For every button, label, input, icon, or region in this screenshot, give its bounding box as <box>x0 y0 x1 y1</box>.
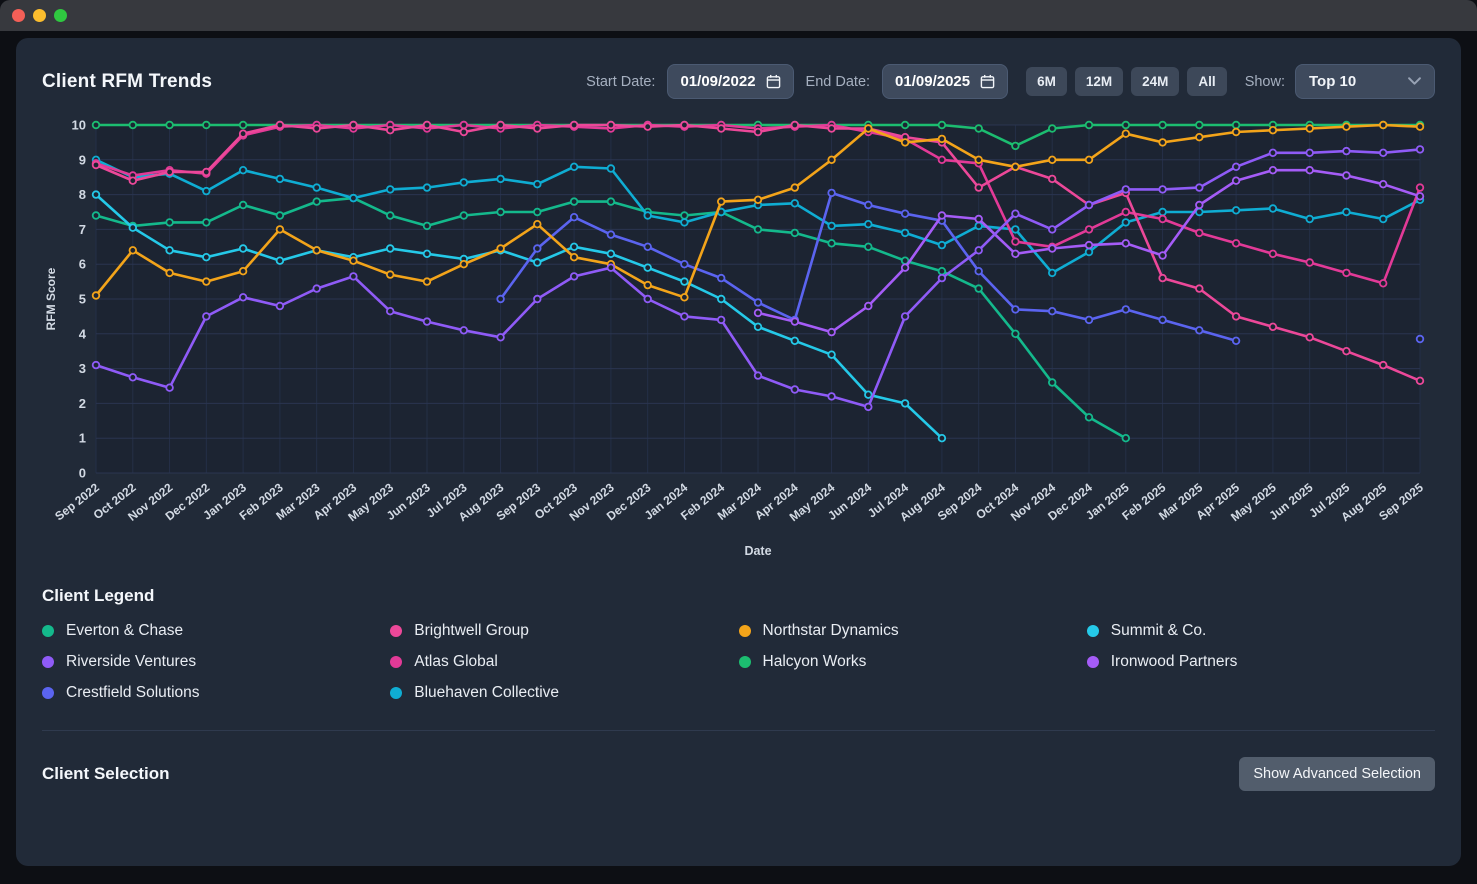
chevron-down-icon <box>1408 73 1421 90</box>
range-button-6m[interactable]: 6M <box>1026 67 1067 96</box>
end-date-label: End Date: <box>805 73 871 90</box>
minimize-button[interactable] <box>33 9 46 22</box>
legend-color-dot <box>42 656 54 668</box>
svg-text:7: 7 <box>79 222 86 237</box>
legend-label: Everton & Chase <box>66 622 184 639</box>
legend-color-dot <box>1086 625 1099 637</box>
svg-text:1: 1 <box>79 431 86 446</box>
header-controls: Start Date: 01/09/2022 End Date: 01/09/2… <box>586 64 1435 99</box>
start-date-input[interactable]: 01/09/2022 <box>667 64 794 99</box>
main-panel: Client RFM Trends Start Date: 01/09/2022… <box>16 38 1461 866</box>
range-button-24m[interactable]: 24M <box>1131 67 1180 96</box>
svg-text:8: 8 <box>79 187 86 202</box>
legend-label: Ironwood Partners <box>1110 653 1238 670</box>
legend-item: Riverside Ventures <box>42 653 390 671</box>
traffic-lights <box>12 9 67 22</box>
legend-color-dot <box>42 625 54 637</box>
legend-item: Ironwood Partners <box>1086 653 1435 671</box>
legend-label: Summit & Co. <box>1110 622 1207 639</box>
legend-item: Summit & Co. <box>1086 622 1435 640</box>
svg-text:RFM Score: RFM Score <box>44 267 58 330</box>
legend-title: Client Legend <box>42 586 155 605</box>
legend-label: Halcyon Works <box>762 653 867 670</box>
svg-text:5: 5 <box>79 292 86 307</box>
svg-text:Date: Date <box>744 544 771 558</box>
show-control: Show: Top 10 <box>1245 64 1435 99</box>
legend-color-dot <box>42 687 54 699</box>
show-select[interactable]: Top 10 <box>1295 64 1435 99</box>
legend-label: Crestfield Solutions <box>66 684 200 701</box>
legend-color-dot <box>738 625 751 637</box>
svg-text:0: 0 <box>79 466 86 481</box>
legend-label: Northstar Dynamics <box>762 622 899 639</box>
close-button[interactable] <box>12 9 25 22</box>
client-selection-section: Client Selection Show Advanced Selection <box>42 757 1435 791</box>
legend-item: Brightwell Group <box>390 622 738 640</box>
legend-item: Everton & Chase <box>42 622 390 640</box>
legend-label: Brightwell Group <box>414 622 529 639</box>
legend-item: Halcyon Works <box>738 653 1087 671</box>
legend-color-dot <box>390 687 403 699</box>
chart-area: 0 1 2 3 4 5 6 7 8 9 10 Sep 2022 Oct 2022 Nov 2022 Dec … <box>42 115 1435 572</box>
legend-label: Riverside Ventures <box>66 653 197 670</box>
legend-item: Crestfield Solutions <box>42 684 390 702</box>
legend-label: Atlas Global <box>414 653 498 670</box>
zoom-button[interactable] <box>54 9 67 22</box>
start-date-value: 01/09/2022 <box>680 73 756 90</box>
legend-item: Northstar Dynamics <box>738 622 1087 640</box>
show-select-value: Top 10 <box>1309 73 1357 90</box>
section-divider <box>42 730 1435 731</box>
selection-title: Client Selection <box>42 764 170 783</box>
svg-text:9: 9 <box>79 152 86 167</box>
page-title: Client RFM Trends <box>42 70 213 92</box>
end-date-input[interactable]: 01/09/2025 <box>882 64 1009 99</box>
legend-color-dot <box>390 656 403 668</box>
range-button-group: 6M 12M 24M All <box>1026 67 1227 96</box>
calendar-icon <box>766 74 781 89</box>
legend-item: Atlas Global <box>390 653 738 671</box>
show-label: Show: <box>1244 73 1285 90</box>
svg-text:3: 3 <box>79 361 86 376</box>
svg-text:10: 10 <box>72 118 86 133</box>
end-date-value: 01/09/2025 <box>895 73 971 90</box>
calendar-icon <box>980 74 995 89</box>
range-button-12m[interactable]: 12M <box>1074 67 1124 96</box>
svg-text:2: 2 <box>79 396 86 411</box>
show-advanced-selection-button[interactable]: Show Advanced Selection <box>1239 757 1435 791</box>
legend-color-dot <box>1086 656 1099 668</box>
range-button-all[interactable]: All <box>1187 67 1227 96</box>
start-date-label: Start Date: <box>586 73 656 90</box>
legend-grid: Everton & Chase Brightwell Group Northstar… <box>42 622 1435 702</box>
svg-text:6: 6 <box>79 257 86 272</box>
svg-text:4: 4 <box>79 326 87 341</box>
titlebar <box>0 0 1477 31</box>
client-legend: Client Legend Everton & Chase Brightwell … <box>42 586 1435 702</box>
legend-color-dot <box>738 656 751 668</box>
legend-item: Bluehaven Collective <box>390 684 738 702</box>
legend-color-dot <box>390 625 403 637</box>
legend-label: Bluehaven Collective <box>414 684 560 701</box>
header: Client RFM Trends Start Date: 01/09/2022… <box>42 64 1435 99</box>
